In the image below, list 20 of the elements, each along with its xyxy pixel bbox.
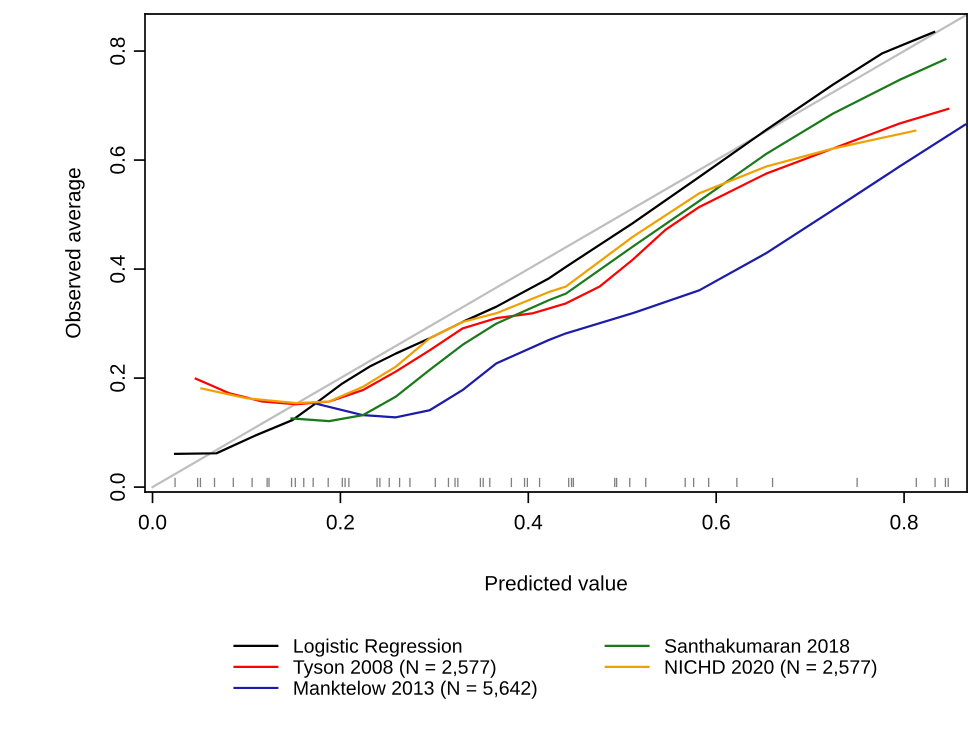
legend-label: Logistic Regression — [294, 638, 462, 657]
y-tick-label: 0.4 — [110, 255, 125, 283]
legend-label: NICHD 2020 (N = 2,577) — [666, 660, 876, 678]
y-tick-label: 0.2 — [110, 364, 125, 392]
line-series — [290, 58, 947, 422]
y-tick-label: 0.8 — [110, 37, 125, 65]
line-series — [312, 124, 966, 418]
y-tick-label: 0.0 — [110, 473, 125, 501]
legend-label: Manktelow 2013 (N = 5,642) — [294, 680, 536, 699]
line-series — [174, 30, 936, 455]
x-tick-label: 0.0 — [138, 514, 166, 530]
y-axis-title: Observed average — [65, 168, 85, 338]
x-tick-label: 0.8 — [890, 514, 918, 530]
legend-label: Santhakumaran 2018 — [664, 638, 850, 653]
y-tick-label: 0.6 — [110, 146, 125, 174]
x-tick-label: 0.4 — [514, 514, 542, 530]
x-tick-label: 0.6 — [702, 514, 730, 530]
x-tick-label: 0.2 — [326, 514, 354, 530]
legend-label: Tyson 2008 (N = 2,577) — [293, 660, 496, 678]
x-axis-title: Predicted value — [486, 575, 627, 591]
